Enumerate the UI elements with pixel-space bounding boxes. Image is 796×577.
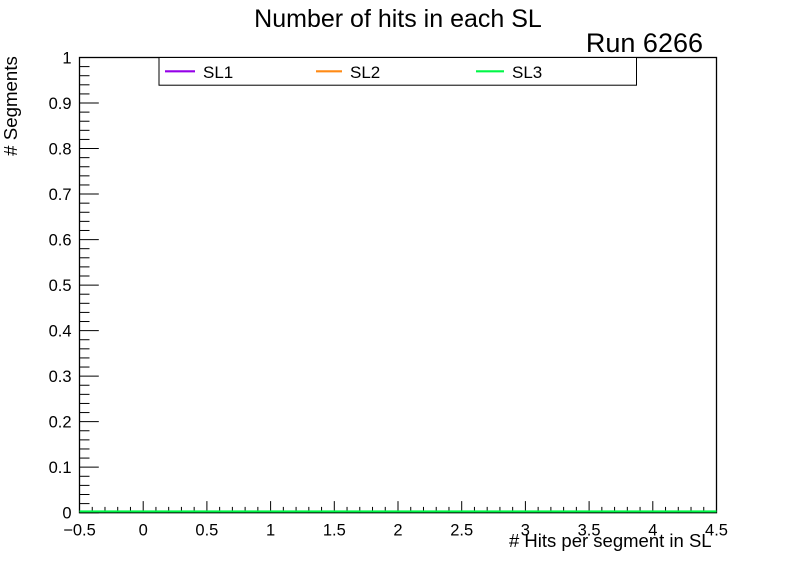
svg-text:0.8: 0.8 (49, 141, 72, 159)
svg-text:0.9: 0.9 (49, 95, 72, 113)
svg-text:0: 0 (139, 522, 148, 540)
svg-text:2.5: 2.5 (450, 522, 473, 540)
svg-text:SL1: SL1 (203, 63, 233, 82)
svg-text:# Hits per segment in SL: # Hits per segment in SL (509, 530, 712, 551)
svg-text:0: 0 (62, 505, 71, 523)
svg-text:Run 6266: Run 6266 (586, 28, 703, 58)
svg-text:1.5: 1.5 (323, 522, 346, 540)
svg-text:1: 1 (266, 522, 275, 540)
svg-text:0.1: 0.1 (49, 459, 72, 477)
svg-text:2: 2 (393, 522, 402, 540)
svg-text:0.5: 0.5 (195, 522, 218, 540)
svg-text:Number of hits in each SL: Number of hits in each SL (254, 5, 542, 33)
svg-text:# Segments: # Segments (0, 56, 21, 156)
svg-text:SL2: SL2 (350, 63, 380, 82)
svg-text:0.5: 0.5 (49, 277, 72, 295)
svg-text:0.7: 0.7 (49, 186, 72, 204)
svg-text:0.3: 0.3 (49, 368, 72, 386)
svg-text:SL3: SL3 (512, 63, 542, 82)
svg-text:0.2: 0.2 (49, 414, 72, 432)
svg-text:0.4: 0.4 (49, 323, 72, 341)
svg-text:1: 1 (62, 50, 71, 68)
svg-text:0.6: 0.6 (49, 232, 72, 250)
svg-text:−0.5: −0.5 (63, 522, 96, 540)
